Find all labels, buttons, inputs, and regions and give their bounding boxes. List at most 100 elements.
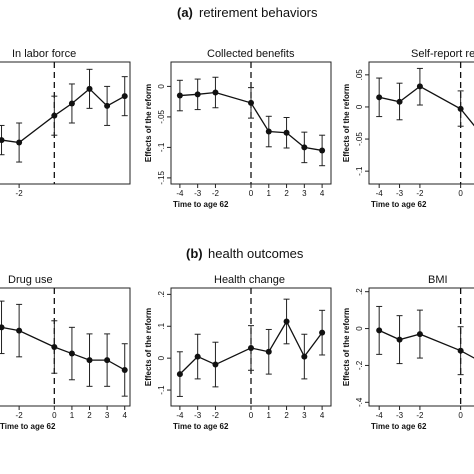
section-a-letter: (a) bbox=[177, 5, 193, 20]
x-tick-label: -2 bbox=[16, 189, 24, 198]
x-tick-label: 3 bbox=[302, 411, 307, 420]
x-tick-label: -2 bbox=[212, 411, 220, 420]
x-tick-label: 0 bbox=[458, 411, 463, 420]
x-tick-label: -2 bbox=[416, 189, 424, 198]
x-tick-label: -2 bbox=[16, 411, 24, 420]
data-point bbox=[86, 357, 93, 364]
data-point bbox=[121, 93, 128, 100]
panel-title: In labor force bbox=[12, 48, 76, 60]
y-axis-label: Effects of the reform bbox=[144, 308, 153, 386]
data-point bbox=[376, 94, 383, 101]
data-point bbox=[194, 91, 201, 98]
y-axis-label: Effects of the reform bbox=[342, 84, 351, 162]
x-tick-label: 0 bbox=[249, 411, 254, 420]
x-tick-label: -2 bbox=[212, 189, 220, 198]
data-point bbox=[283, 129, 290, 136]
x-tick-label: -3 bbox=[194, 189, 202, 198]
chart-panel-1: In labor force -2 bbox=[0, 48, 131, 198]
x-axis-label: Time to age 62 bbox=[371, 200, 427, 209]
y-tick-label: 0 bbox=[355, 326, 364, 331]
data-point bbox=[121, 366, 128, 373]
data-point bbox=[194, 353, 201, 360]
data-point bbox=[68, 350, 75, 357]
data-point bbox=[176, 92, 183, 99]
y-axis-label: Effects of the reform bbox=[144, 84, 153, 162]
y-tick-label: -.1 bbox=[355, 166, 364, 176]
y-tick-label: .1 bbox=[157, 322, 166, 329]
x-axis-label: Time to age 62 bbox=[173, 422, 229, 431]
x-tick-label: 2 bbox=[87, 411, 92, 420]
x-tick-label: 1 bbox=[267, 189, 272, 198]
y-tick-label: -.05 bbox=[157, 109, 166, 123]
panel-title: Drug use bbox=[8, 274, 53, 286]
section-a-title: retirement behaviors bbox=[199, 5, 318, 20]
data-point bbox=[176, 371, 183, 378]
data-point bbox=[86, 85, 93, 92]
y-tick-label: -.2 bbox=[355, 360, 364, 370]
data-point bbox=[0, 324, 5, 331]
x-axis-label: Time to age 62 bbox=[0, 422, 56, 431]
x-tick-label: -3 bbox=[194, 411, 202, 420]
x-tick-label: 1 bbox=[267, 411, 272, 420]
x-tick-label: 4 bbox=[320, 189, 325, 198]
chart-panel-6: BMI .2 0 -.2 -.4 Effects of the reform -4 -3 -2 0… bbox=[342, 274, 474, 431]
plot-frame bbox=[0, 287, 131, 407]
panel-title: Self-report re bbox=[411, 48, 474, 60]
section-b-letter: (b) bbox=[186, 246, 203, 261]
y-tick-label: 0 bbox=[355, 104, 364, 109]
data-point bbox=[0, 137, 5, 144]
data-point bbox=[301, 144, 308, 151]
chart-panel-2: Collected benefits 0 -.05 -.1 -.15 Effects of… bbox=[144, 48, 332, 209]
x-tick-label: -4 bbox=[376, 189, 384, 198]
panel-title: BMI bbox=[428, 274, 448, 286]
series-line bbox=[179, 320, 323, 375]
x-tick-label: 3 bbox=[105, 411, 110, 420]
data-point bbox=[319, 329, 326, 336]
data-point bbox=[212, 361, 219, 368]
panels-group: In labor force -2 Collected benefits 0 -.05 -… bbox=[0, 48, 474, 431]
data-point bbox=[16, 327, 23, 334]
data-point bbox=[376, 327, 383, 334]
data-point bbox=[416, 83, 423, 90]
y-tick-label: -.1 bbox=[157, 385, 166, 395]
x-tick-label: 0 bbox=[52, 411, 57, 420]
x-tick-label: 4 bbox=[320, 411, 325, 420]
section-b-title: health outcomes bbox=[208, 246, 304, 261]
data-point bbox=[265, 128, 272, 135]
data-point bbox=[319, 147, 326, 154]
x-tick-label: -3 bbox=[396, 189, 404, 198]
y-tick-label: -.15 bbox=[157, 170, 166, 184]
data-point bbox=[396, 98, 403, 105]
x-tick-label: 2 bbox=[284, 411, 289, 420]
data-point bbox=[416, 331, 423, 338]
data-point bbox=[68, 100, 75, 107]
data-point bbox=[265, 348, 272, 355]
x-tick-label: 4 bbox=[122, 411, 127, 420]
x-tick-label: -4 bbox=[176, 411, 184, 420]
data-point bbox=[104, 102, 111, 109]
y-axis-label: Effects of the reform bbox=[342, 308, 351, 386]
x-tick-label: -2 bbox=[416, 411, 424, 420]
y-tick-label: 0 bbox=[157, 355, 166, 360]
plot-frame bbox=[368, 61, 474, 185]
y-tick-label: 0 bbox=[157, 84, 166, 89]
data-point bbox=[51, 344, 58, 350]
x-axis-label: Time to age 62 bbox=[173, 200, 229, 209]
x-axis-label: Time to age 62 bbox=[371, 422, 427, 431]
x-tick-label: 3 bbox=[302, 189, 307, 198]
data-point bbox=[248, 99, 254, 106]
x-tick-label: -4 bbox=[376, 411, 384, 420]
data-point bbox=[16, 139, 23, 146]
chart-panel-5: Health change .2 .1 0 -.1 Effects of the refo… bbox=[144, 274, 332, 431]
data-point bbox=[396, 336, 403, 343]
data-point bbox=[283, 318, 290, 325]
data-point bbox=[51, 112, 58, 119]
y-tick-label: -.05 bbox=[355, 132, 364, 146]
y-tick-label: .2 bbox=[157, 290, 166, 297]
plot-frame bbox=[368, 287, 474, 407]
data-point bbox=[457, 105, 464, 112]
plot-frame bbox=[0, 61, 131, 185]
x-tick-label: 0 bbox=[249, 189, 254, 198]
